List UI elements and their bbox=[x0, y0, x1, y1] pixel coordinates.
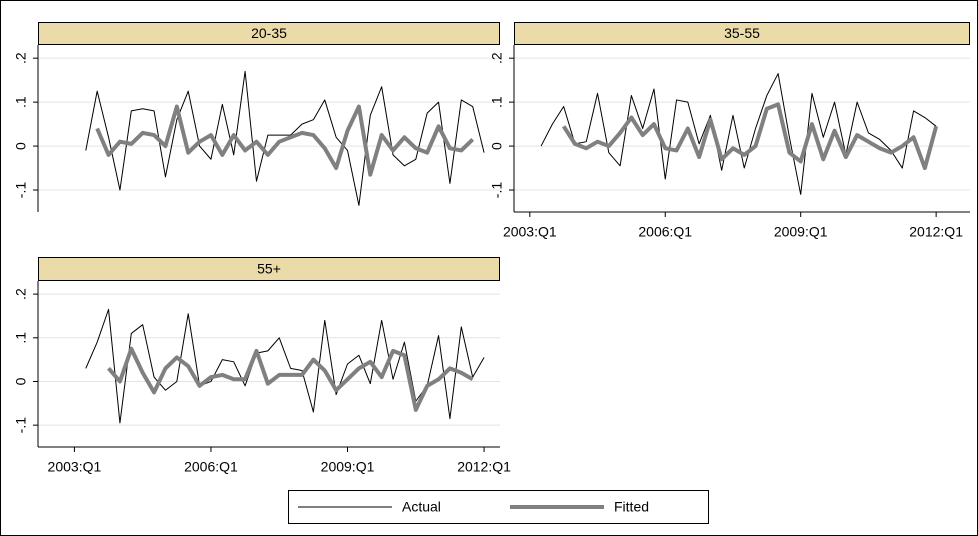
y-tick-label: .1 bbox=[13, 96, 29, 108]
y-tick-label: -.1 bbox=[489, 182, 505, 199]
panel-title: 35-55 bbox=[724, 25, 760, 41]
plot-area bbox=[38, 281, 500, 447]
y-tick-label: -.1 bbox=[13, 182, 29, 199]
y-tick-label: .1 bbox=[13, 332, 29, 344]
x-tick-label: 2012:Q1 bbox=[909, 224, 963, 240]
series-line bbox=[85, 308, 485, 424]
panel-title: 55+ bbox=[257, 261, 281, 277]
strip bbox=[514, 22, 970, 45]
plot-area bbox=[514, 45, 970, 212]
plot-area bbox=[38, 45, 500, 212]
y-tick-label: 0 bbox=[13, 142, 29, 150]
x-tick-label: 2012:Q1 bbox=[457, 459, 511, 475]
panel-title: 20-35 bbox=[251, 25, 287, 41]
y-tick-label: 0 bbox=[13, 377, 29, 385]
panel: 35-55 -.1 0 .1 .2 2003:Q1 2006:Q1 2009:Q1 2012:Q… bbox=[489, 22, 970, 240]
y-tick-label: .2 bbox=[13, 52, 29, 64]
x-tick-label: 2006:Q1 bbox=[184, 459, 238, 475]
series-line bbox=[561, 102, 939, 171]
strip bbox=[38, 257, 500, 281]
x-tick-label: 2003:Q1 bbox=[48, 459, 102, 475]
legend: Actual Fitted bbox=[288, 490, 709, 524]
y-tick-label: 0 bbox=[489, 142, 505, 150]
y-tick-label: .2 bbox=[13, 288, 29, 300]
panel: 20-35 -.1 0 .1 .2 bbox=[13, 22, 500, 212]
legend-label: Actual bbox=[402, 499, 441, 515]
legend-label: Fitted bbox=[614, 499, 649, 515]
series-line bbox=[85, 70, 485, 206]
x-tick-label: 2003:Q1 bbox=[503, 224, 557, 240]
x-tick-label: 2006:Q1 bbox=[638, 224, 692, 240]
series-line bbox=[107, 346, 474, 412]
x-tick-label: 2009:Q1 bbox=[321, 459, 375, 475]
y-tick-label: -.1 bbox=[13, 417, 29, 434]
y-tick-label: .2 bbox=[489, 52, 505, 64]
panel: 55+ -.1 0 .1 .2 2003:Q1 2006:Q1 2009:Q1 2012:Q1 bbox=[13, 257, 511, 475]
series-line bbox=[95, 104, 475, 177]
strip bbox=[38, 22, 500, 45]
y-tick-label: .1 bbox=[489, 96, 505, 108]
x-tick-label: 2009:Q1 bbox=[774, 224, 828, 240]
series-line bbox=[540, 73, 937, 195]
